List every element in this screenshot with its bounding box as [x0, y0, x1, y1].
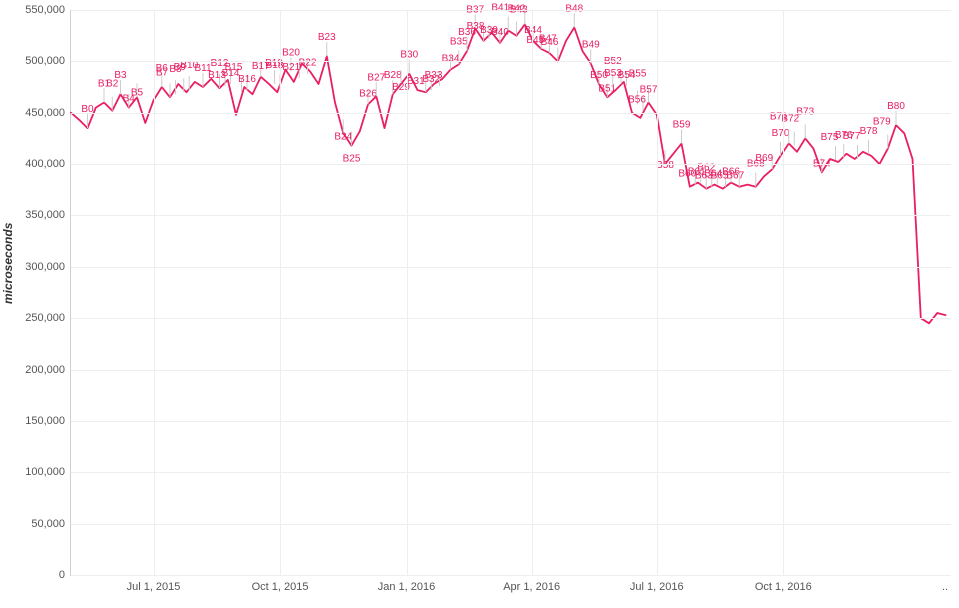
marker-label: B69 [755, 153, 773, 164]
marker-label: B28 [384, 70, 402, 81]
marker-label: B20 [282, 48, 300, 59]
gridline-vertical [154, 10, 155, 575]
marker-label: B59 [673, 120, 691, 131]
y-tick-label: 400,000 [25, 158, 71, 170]
marker-label: B57 [640, 84, 658, 95]
marker-label: B79 [873, 117, 891, 128]
gridline-horizontal [71, 61, 951, 62]
y-tick-label: 100,000 [25, 466, 71, 478]
marker-label: B22 [299, 58, 317, 69]
y-axis-label: microseconds [1, 223, 15, 304]
x-tick-label: Apr 1, 2016 [503, 575, 560, 593]
gridline-horizontal [71, 113, 951, 114]
marker-label: B67 [726, 171, 744, 182]
gridline-vertical [783, 10, 784, 575]
marker-label: B25 [343, 154, 361, 165]
gridline-horizontal [71, 267, 951, 268]
line-chart: microseconds B0B1B2B3B4B5B6B7B8B9B10B11B… [0, 0, 959, 608]
marker-label: B26 [359, 89, 377, 100]
y-tick-label: 150,000 [25, 415, 71, 427]
plot-area: B0B1B2B3B4B5B6B7B8B9B10B11B12B13B14B15B1… [70, 10, 951, 576]
chart-svg: B0B1B2B3B4B5B6B7B8B9B10B11B12B13B14B15B1… [71, 10, 951, 575]
gridline-vertical [407, 10, 408, 575]
marker-label: B23 [318, 32, 336, 43]
marker-label: B7 [156, 67, 169, 78]
marker-label: B55 [629, 69, 647, 80]
gridline-horizontal [71, 421, 951, 422]
y-tick-label: 0 [59, 569, 71, 581]
gridline-horizontal [71, 318, 951, 319]
marker-label: B56 [628, 95, 646, 106]
gridline-horizontal [71, 164, 951, 165]
gridline-horizontal [71, 10, 951, 11]
marker-label: B16 [238, 74, 256, 85]
marker-label: B3 [114, 70, 127, 81]
gridline-vertical [657, 10, 658, 575]
gridline-vertical [532, 10, 533, 575]
y-tick-label: 200,000 [25, 364, 71, 376]
marker-label: B33 [425, 70, 443, 81]
x-tick-label: Oct 1, 2015 [252, 575, 309, 593]
marker-label: B5 [131, 87, 144, 98]
gridline-horizontal [71, 524, 951, 525]
marker-label: B40 [491, 27, 509, 38]
x-tick-label: .. [942, 575, 948, 593]
marker-label: B24 [334, 131, 352, 142]
marker-label: B34 [442, 54, 460, 65]
y-tick-label: 550,000 [25, 4, 71, 16]
marker-label: B51 [598, 83, 616, 94]
gridline-horizontal [71, 215, 951, 216]
y-tick-label: 50,000 [31, 518, 71, 530]
gridline-vertical [280, 10, 281, 575]
marker-label: B80 [887, 101, 905, 112]
y-tick-label: 300,000 [25, 261, 71, 273]
y-tick-label: 450,000 [25, 107, 71, 119]
marker-label: B15 [225, 62, 243, 73]
marker-label: B77 [843, 131, 861, 142]
marker-label: B30 [400, 50, 418, 61]
marker-label: B27 [367, 72, 385, 83]
marker-label: B35 [450, 36, 468, 47]
marker-label: B49 [582, 39, 600, 50]
marker-label: B58 [656, 160, 674, 171]
marker-label: B48 [565, 3, 583, 14]
gridline-horizontal [71, 472, 951, 473]
marker-label: B47 [539, 33, 557, 44]
y-tick-label: 500,000 [25, 55, 71, 67]
marker-label: B70 [772, 128, 790, 139]
y-tick-label: 350,000 [25, 209, 71, 221]
x-tick-label: Jul 1, 2016 [630, 575, 684, 593]
gridline-horizontal [71, 370, 951, 371]
y-tick-label: 250,000 [25, 312, 71, 324]
x-tick-label: Jul 1, 2015 [127, 575, 181, 593]
x-tick-label: Jan 1, 2016 [378, 575, 436, 593]
x-tick-label: Oct 1, 2016 [755, 575, 812, 593]
